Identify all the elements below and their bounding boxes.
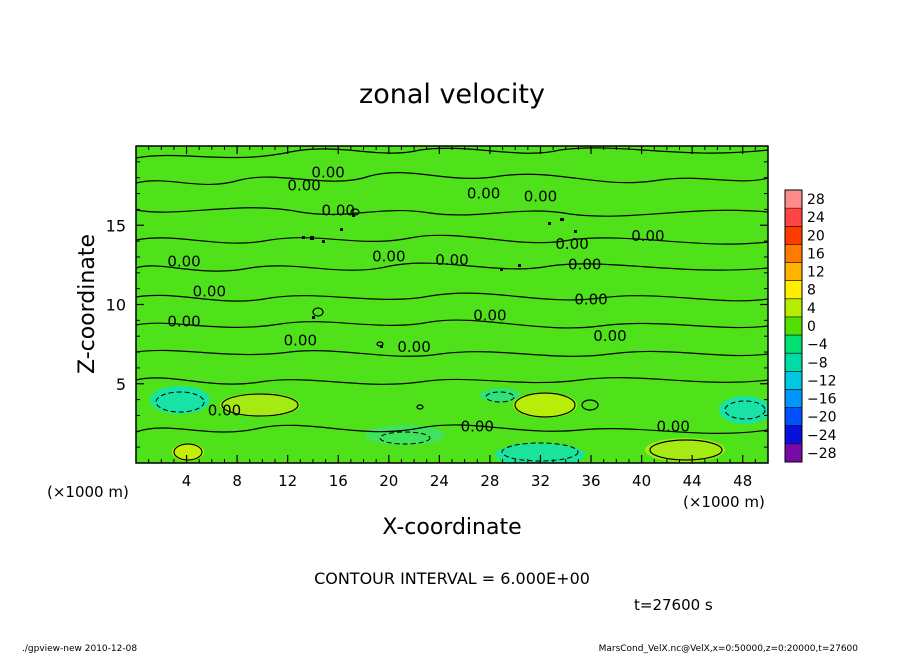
colorbar-segment [785,280,802,299]
x-tick-label: 36 [581,472,600,490]
contour-label: 0.00 [208,401,241,419]
colorbar-segment [785,190,802,209]
x-unit-right: (×1000 m) [683,493,765,511]
colorbar-segment [785,244,802,263]
contour-label: 0.00 [555,235,588,253]
positive-patch [220,393,300,417]
contour-label: 0.00 [284,332,317,350]
contour-label: 0.00 [372,248,405,266]
x-tick-label: 28 [480,472,499,490]
negative-patch [150,386,210,414]
contour-label: 0.00 [287,176,320,194]
contour-label: 0.00 [568,256,601,274]
contour-interval-text: CONTOUR INTERVAL = 6.000E+00 [314,569,590,588]
x-tick-label: 4 [182,472,192,490]
colorbar-label: 0 [807,319,816,335]
x-ticks: 4 8 12 16 20 24 28 32 36 40 44 48 [148,146,756,490]
colorbar-segment [785,316,802,336]
colorbar-segment [785,407,802,426]
contour-label: 0.00 [311,164,344,182]
field-shading [136,147,768,463]
colorbar-label: 12 [807,265,825,281]
contour-label: 0.00 [322,202,355,220]
positive-patch [645,438,725,462]
contour-label: 0.00 [524,187,557,205]
y-ticks: 5 10 15 [106,161,768,448]
time-text: t=27600 s [634,596,713,614]
colorbar-segment [785,353,802,372]
contour-label: 0.00 [631,227,664,245]
x-tick-label: 44 [683,472,702,490]
y-tick-label: 5 [116,375,126,394]
colorbar-segment [785,371,802,390]
x-unit-left: (×1000 m) [47,483,129,501]
y-tick-label: 15 [106,216,126,235]
footer-right: MarsCond_VelX.nc@VelX,x=0:50000,z=0:2000… [599,644,859,654]
x-tick-label: 12 [278,472,297,490]
colorbar-segment [785,425,802,444]
contour-label: 0.00 [467,184,500,202]
colorbar-label: 28 [807,192,825,208]
y-tick-label: 10 [106,296,126,315]
contour-label: 0.00 [167,313,200,331]
contour-label: 0.00 [435,251,468,269]
contour-label: 0.00 [193,283,226,301]
colorbar-label: 20 [807,228,825,244]
colorbar-label: 16 [807,246,825,262]
contour-label: 0.00 [656,417,689,435]
x-tick-label: 32 [531,472,550,490]
negative-patch [495,443,585,463]
x-tick-label: 40 [632,472,651,490]
negative-patch [719,396,768,424]
colorbar-label: −28 [807,446,837,462]
colorbar-label: −24 [807,428,837,444]
colorbar-label: 8 [807,283,816,299]
contour-label: 0.00 [593,327,626,345]
positive-patch [513,392,577,418]
colorbar-segment [785,226,802,245]
contour-lines [136,147,768,461]
contour-label: 0.00 [473,306,506,324]
contour-label: 0.00 [167,252,200,270]
contour-label: 0.00 [574,291,607,309]
contour-label: 0.00 [397,338,430,356]
x-tick-label: 48 [733,472,752,490]
colorbar-segment [785,389,802,408]
colorbar-label: −16 [807,392,837,408]
colorbar-segment [785,298,802,317]
y-axis-label: Z-coordinate [75,234,100,374]
small-contour-fragments [302,214,577,348]
colorbar-label: 24 [807,210,825,226]
colorbar-label: 4 [807,301,816,317]
x-tick-label: 16 [329,472,348,490]
x-tick-label: 20 [379,472,398,490]
contour-labels: 0.000.000.000.00 0.000.000.000.00 0.000.00… [167,164,690,436]
colorbar: 28 24 20 16 12 8 4 0 −4 −8 −12 −16 −20 −24 −28 [784,189,837,463]
footer-left: ./gpview-new 2010-12-08 [22,644,137,654]
colorbar-segment [785,443,802,462]
chart-title: zonal velocity [359,79,545,110]
colorbar-label: −20 [807,410,837,426]
negative-patch [480,388,520,402]
colorbar-segment [785,208,802,227]
negative-patch [365,425,445,445]
x-axis-label: X-coordinate [382,515,521,540]
colorbar-label: −8 [807,355,828,371]
colorbar-label: −12 [807,373,837,389]
contour-label: 0.00 [461,417,494,435]
colorbar-segment [785,335,802,354]
x-tick-label: 24 [430,472,449,490]
positive-patch [172,443,204,461]
colorbar-segment [785,262,802,281]
colorbar-label: −4 [807,337,828,353]
x-tick-label: 8 [232,472,242,490]
